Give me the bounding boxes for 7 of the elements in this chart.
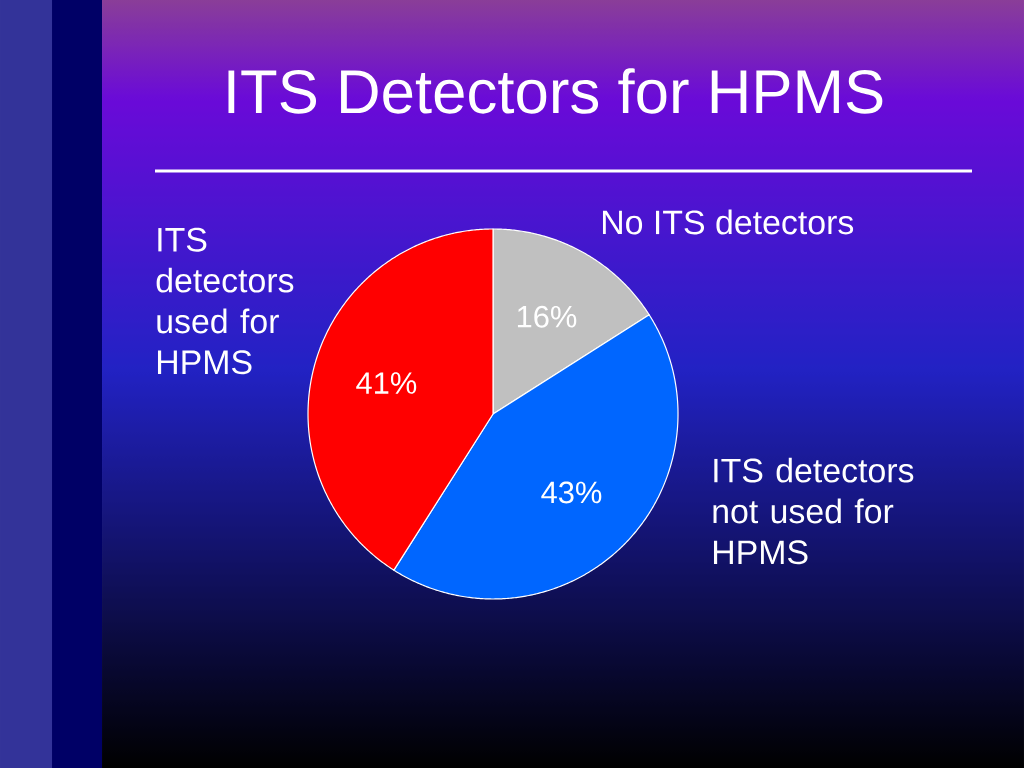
chart-title: ITS Detectors for HPMS [228,68,883,114]
slice-label: ITS detectors not used for HPMS [713,457,914,565]
data-label: 43% [541,481,602,504]
data-label: 16% [517,305,577,328]
data-label: 41% [356,372,417,394]
slice-label: No ITS detectors [602,209,854,235]
slice-label: ITS detectors used for HPMS [156,227,294,375]
